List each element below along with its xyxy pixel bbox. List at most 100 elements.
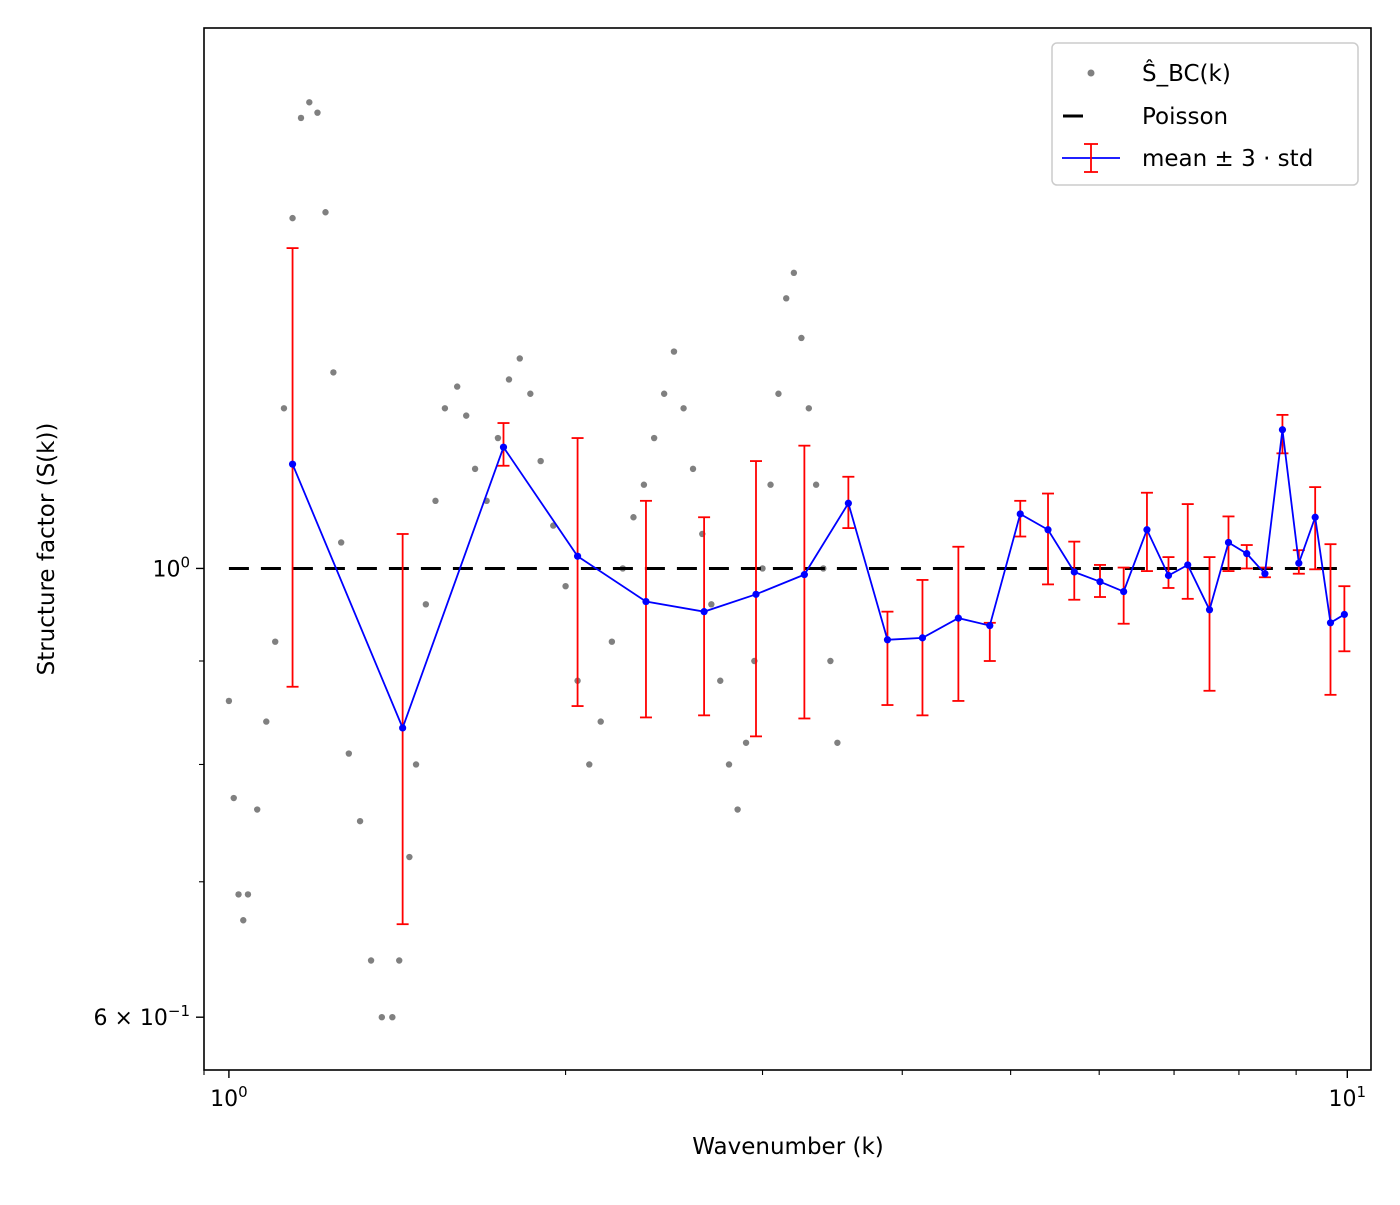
scatter-point bbox=[775, 390, 782, 397]
mean-marker bbox=[752, 590, 760, 598]
scatter-point bbox=[471, 465, 479, 473]
scatter-point bbox=[263, 718, 270, 725]
scatter-point bbox=[422, 601, 430, 608]
mean-marker bbox=[1120, 587, 1128, 596]
scatter-point bbox=[367, 957, 375, 964]
legend-poisson-label: Poisson bbox=[1142, 104, 1228, 130]
scatter-point bbox=[494, 434, 502, 442]
x-axis-label: Wavenumber (k) bbox=[692, 1134, 883, 1160]
mean-marker bbox=[1243, 550, 1251, 558]
mean-marker bbox=[1096, 578, 1104, 586]
mean-marker bbox=[1143, 526, 1151, 534]
scatter-point bbox=[586, 761, 593, 768]
mean-marker bbox=[986, 622, 994, 630]
scatter-point bbox=[235, 891, 242, 898]
scatter-point bbox=[670, 348, 678, 355]
scatter-point bbox=[640, 481, 648, 488]
y-tick-label: 100 bbox=[152, 553, 190, 582]
scatter-point bbox=[240, 917, 247, 924]
scatter-point bbox=[798, 334, 805, 342]
scatter-point bbox=[389, 1013, 396, 1021]
scatter-point bbox=[406, 853, 413, 861]
scatter-point bbox=[783, 295, 790, 302]
scatter-point bbox=[330, 369, 337, 376]
scatter-point bbox=[441, 405, 449, 412]
scatter-point bbox=[396, 957, 403, 964]
mean-marker bbox=[642, 597, 650, 606]
scatter-point bbox=[322, 209, 329, 216]
scatter-point bbox=[527, 390, 534, 397]
scatter-point bbox=[297, 114, 305, 122]
scatter-point bbox=[289, 214, 296, 222]
mean-layer bbox=[288, 426, 1348, 732]
scatter-point bbox=[608, 638, 616, 645]
mean-marker bbox=[1184, 561, 1192, 569]
scatter-point bbox=[660, 390, 668, 397]
scatter-point bbox=[314, 109, 321, 116]
legend-scatter-label: Ŝ_BC(k) bbox=[1142, 59, 1231, 87]
scatter-point bbox=[225, 697, 233, 705]
mean-marker bbox=[1070, 568, 1078, 576]
mean-marker bbox=[954, 614, 962, 622]
scatter-point bbox=[725, 761, 733, 768]
scatter-point bbox=[432, 497, 439, 505]
scatter-point bbox=[280, 405, 288, 412]
mean-marker bbox=[1205, 606, 1214, 614]
mean-marker bbox=[800, 571, 808, 579]
scatter-point bbox=[516, 355, 523, 362]
scatter-point bbox=[463, 412, 470, 419]
plot-frame bbox=[203, 27, 1372, 1071]
scatter-point bbox=[272, 638, 279, 645]
scatter-point bbox=[734, 806, 741, 813]
scatter-point bbox=[805, 405, 813, 412]
scatter-point bbox=[759, 565, 766, 572]
scatter-point bbox=[562, 582, 569, 590]
mean-marker bbox=[844, 499, 852, 507]
mean-marker bbox=[1295, 559, 1303, 567]
mean-marker bbox=[1311, 513, 1319, 521]
mean-marker bbox=[1016, 510, 1024, 518]
scatter-point bbox=[345, 750, 353, 757]
legend-scatter-marker bbox=[1087, 69, 1095, 77]
mean-marker bbox=[573, 552, 582, 560]
x-tick-label: 101 bbox=[1329, 1083, 1367, 1112]
scatter-point bbox=[767, 481, 774, 488]
mean-marker bbox=[1224, 538, 1233, 547]
scatter-point bbox=[597, 718, 604, 725]
scatter-point bbox=[537, 457, 544, 465]
errorbar-layer bbox=[286, 247, 1351, 926]
mean-marker bbox=[499, 443, 508, 451]
scatter-point bbox=[412, 761, 420, 768]
x-tick-label: 100 bbox=[210, 1083, 248, 1112]
scatter-point bbox=[453, 383, 461, 390]
scatter-point bbox=[378, 1013, 386, 1021]
mean-marker bbox=[1340, 610, 1348, 619]
scatter-point bbox=[230, 794, 237, 802]
y-tick-label: 6 × 10−1 bbox=[93, 1002, 190, 1031]
mean-marker bbox=[1278, 426, 1287, 434]
scatter-point bbox=[834, 739, 841, 746]
tick-layer: 100 101 100 6 × 10−1 bbox=[93, 553, 1366, 1112]
scatter-point bbox=[254, 806, 261, 813]
scatter-point bbox=[812, 481, 820, 488]
scatter-point bbox=[827, 657, 834, 665]
scatter-point bbox=[742, 739, 750, 746]
scatter-point bbox=[505, 376, 513, 383]
scatter-point bbox=[708, 601, 715, 608]
mean-marker bbox=[1164, 571, 1173, 580]
scatter-point bbox=[630, 514, 637, 521]
legend-frame bbox=[1051, 42, 1359, 186]
scatter-point bbox=[689, 465, 697, 473]
mean-marker bbox=[288, 460, 297, 468]
mean-marker bbox=[700, 608, 708, 616]
scatter-point bbox=[244, 891, 252, 898]
mean-line bbox=[291, 429, 1345, 731]
mean-marker bbox=[883, 636, 892, 644]
legend: Ŝ_BC(k) Poisson mean ± 3 · std bbox=[1051, 42, 1359, 186]
mean-marker bbox=[918, 634, 927, 642]
scatter-point bbox=[650, 434, 658, 442]
scatter-point bbox=[306, 99, 313, 106]
